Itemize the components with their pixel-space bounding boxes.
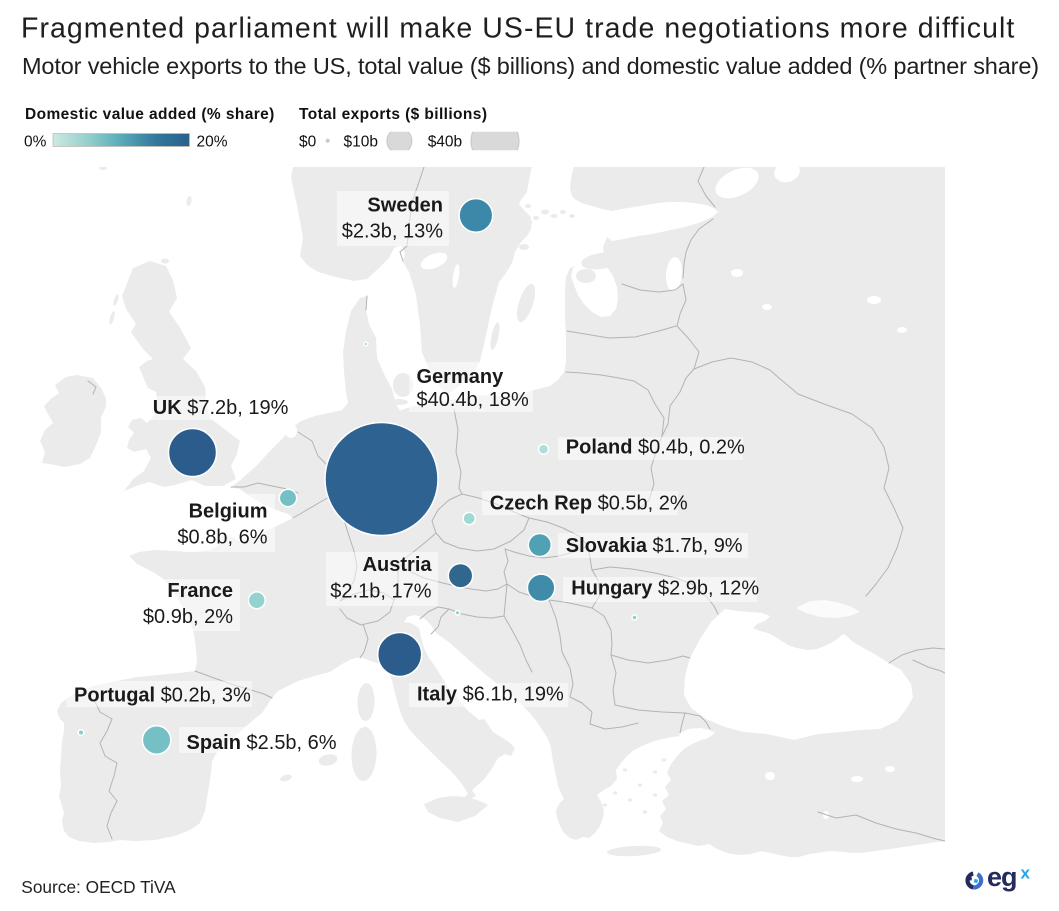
svg-text:Slovakia $1.7b, 9%: Slovakia $1.7b, 9%: [566, 535, 743, 557]
svg-text:$40b: $40b: [428, 134, 462, 151]
svg-text:$10b: $10b: [344, 134, 378, 151]
svg-text:Total exports ($ billions): Total exports ($ billions): [299, 106, 487, 123]
svg-text:Source: OECD TiVA: Source: OECD TiVA: [21, 877, 176, 897]
svg-text:Portugal $0.2b, 3%: Portugal $0.2b, 3%: [74, 685, 251, 707]
svg-text:$2.3b, 13%: $2.3b, 13%: [342, 221, 443, 243]
svg-text:$0.9b, 2%: $0.9b, 2%: [143, 606, 233, 628]
svg-text:$2.1b, 17%: $2.1b, 17%: [330, 581, 431, 603]
svg-text:$0: $0: [299, 134, 317, 151]
svg-text:Domestic value added (% share): Domestic value added (% share): [25, 106, 275, 123]
svg-text:Fragmented parliament will mak: Fragmented parliament will make US-EU tr…: [21, 13, 1015, 45]
svg-text:Germany: Germany: [417, 366, 505, 388]
svg-text:$0.8b, 6%: $0.8b, 6%: [177, 527, 267, 549]
svg-text:eg: eg: [987, 862, 1017, 892]
svg-text:UK $7.2b, 19%: UK $7.2b, 19%: [153, 397, 289, 419]
svg-text:0%: 0%: [24, 134, 47, 151]
svg-text:Hungary $2.9b, 12%: Hungary $2.9b, 12%: [571, 578, 759, 600]
svg-text:20%: 20%: [197, 134, 228, 151]
svg-text:Motor vehicle exports to the U: Motor vehicle exports to the US, total v…: [22, 53, 1039, 79]
svg-text:x: x: [1021, 864, 1031, 883]
svg-text:Belgium: Belgium: [189, 501, 268, 523]
svg-text:Italy $6.1b, 19%: Italy $6.1b, 19%: [417, 684, 564, 706]
svg-text:Spain $2.5b, 6%: Spain $2.5b, 6%: [187, 732, 337, 754]
svg-text:Sweden: Sweden: [367, 195, 443, 217]
svg-text:Austria: Austria: [363, 554, 433, 576]
svg-text:Poland $0.4b, 0.2%: Poland $0.4b, 0.2%: [566, 437, 745, 459]
svg-text:France: France: [167, 580, 233, 602]
svg-text:$40.4b, 18%: $40.4b, 18%: [417, 389, 530, 411]
svg-text:Czech Rep $0.5b, 2%: Czech Rep $0.5b, 2%: [490, 493, 688, 515]
